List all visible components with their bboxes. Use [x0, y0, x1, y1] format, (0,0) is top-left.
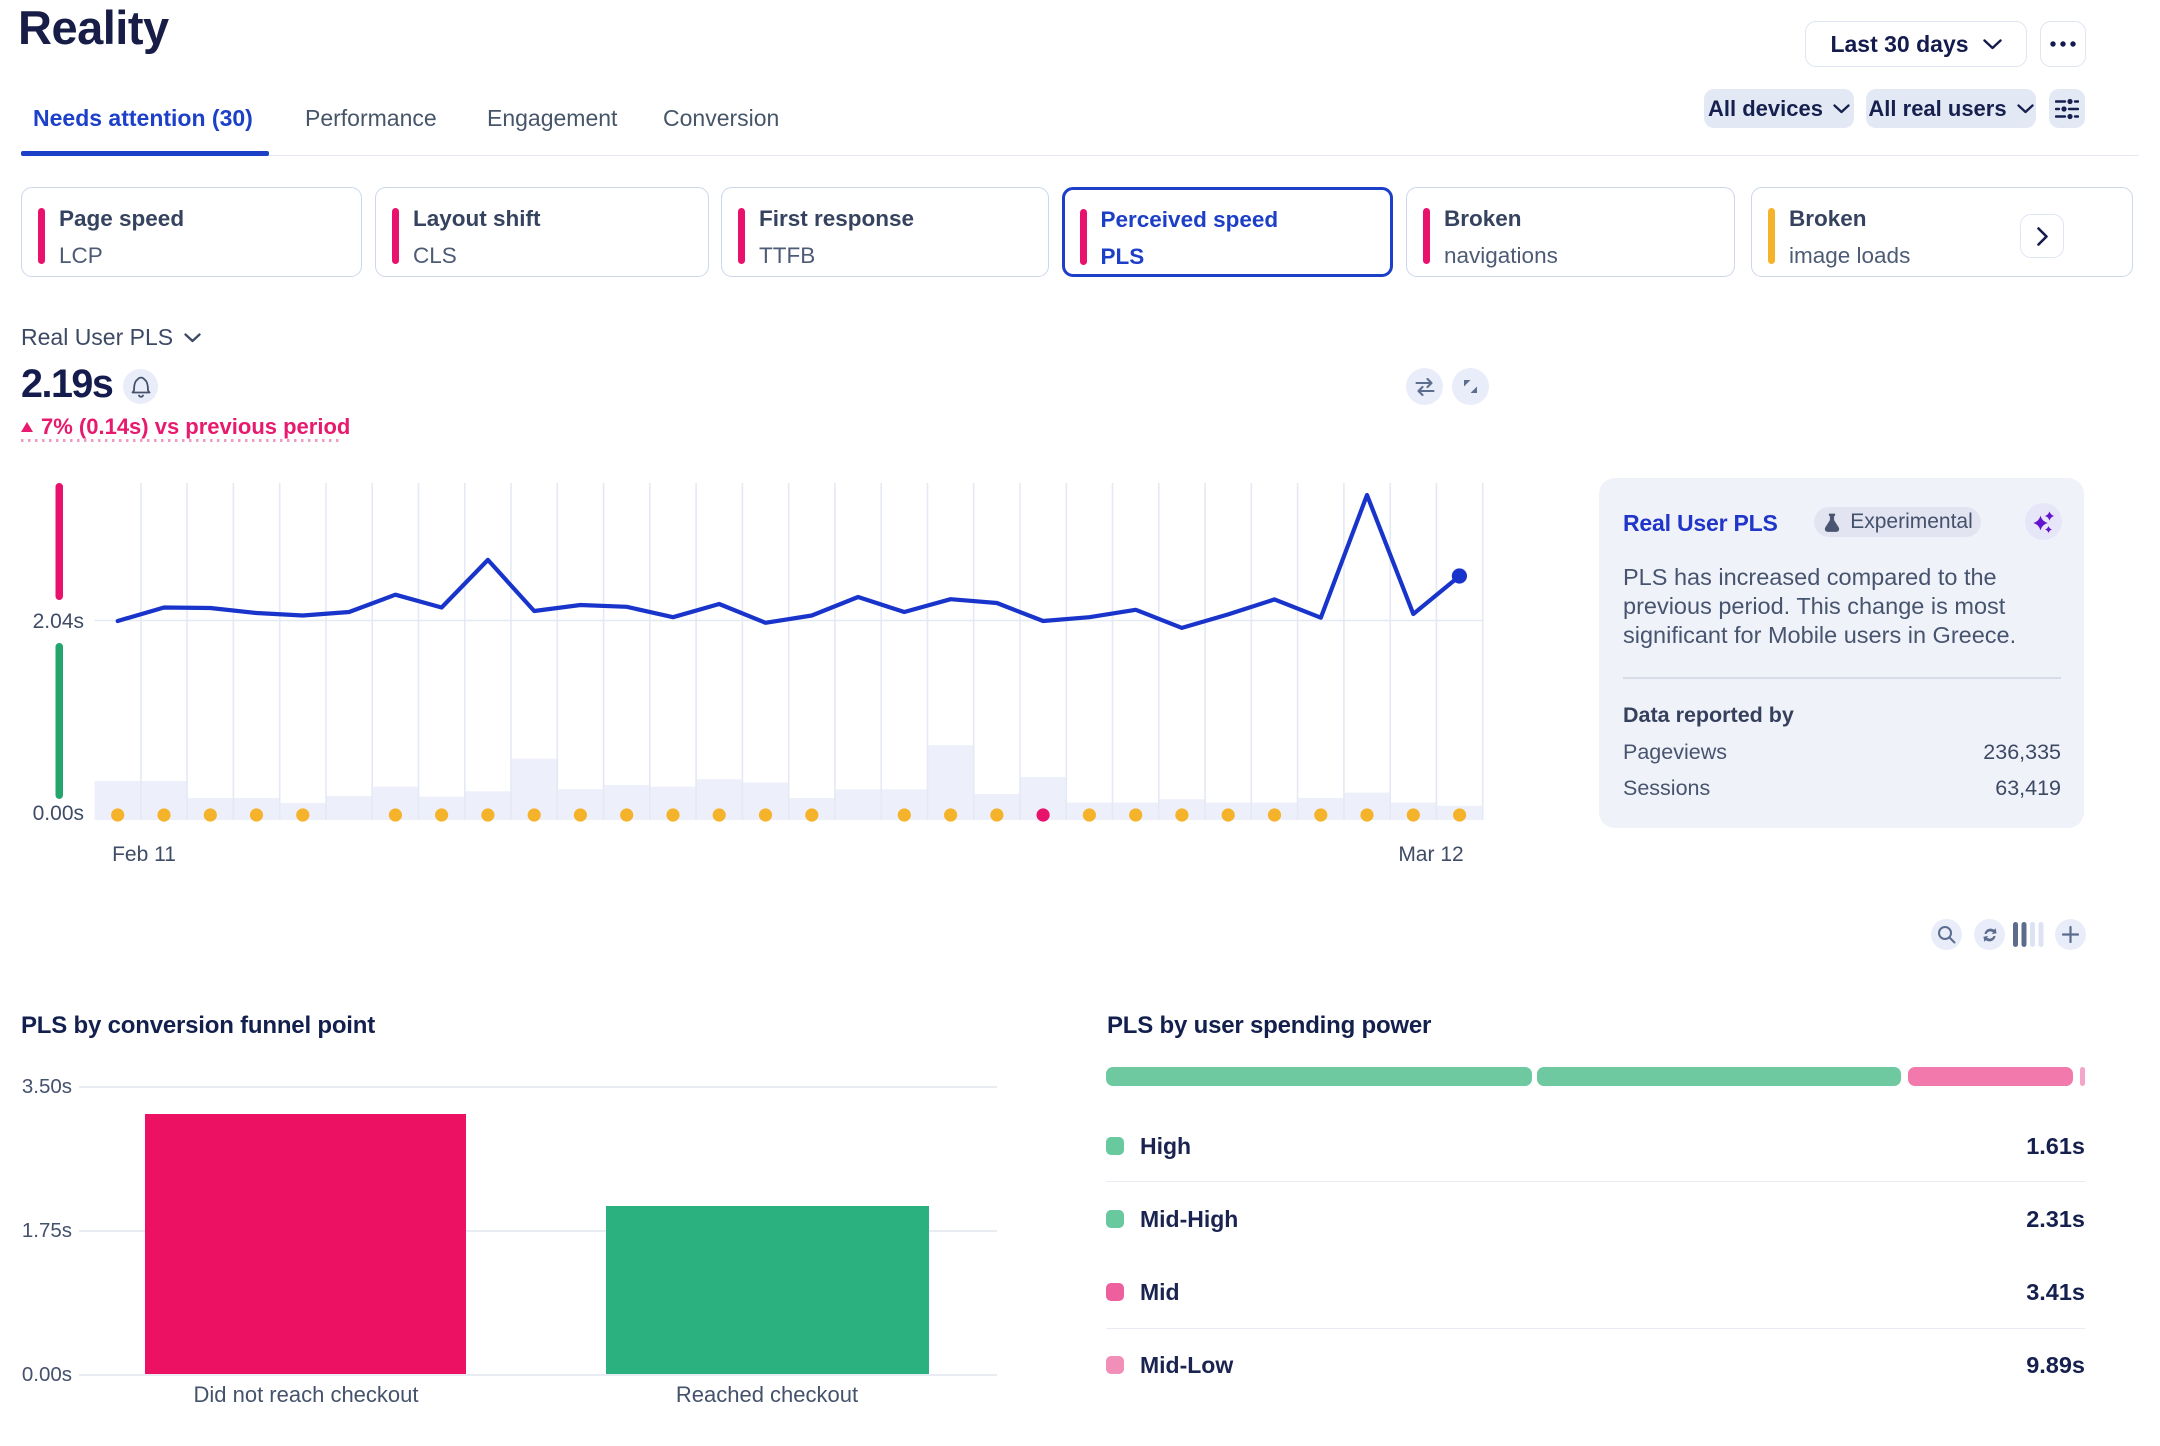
- svg-text:Mar 12: Mar 12: [1398, 843, 1463, 866]
- svg-text:2.04s: 2.04s: [33, 610, 84, 633]
- svg-text:0.00s: 0.00s: [33, 802, 84, 825]
- svg-text:Feb 11: Feb 11: [112, 843, 176, 866]
